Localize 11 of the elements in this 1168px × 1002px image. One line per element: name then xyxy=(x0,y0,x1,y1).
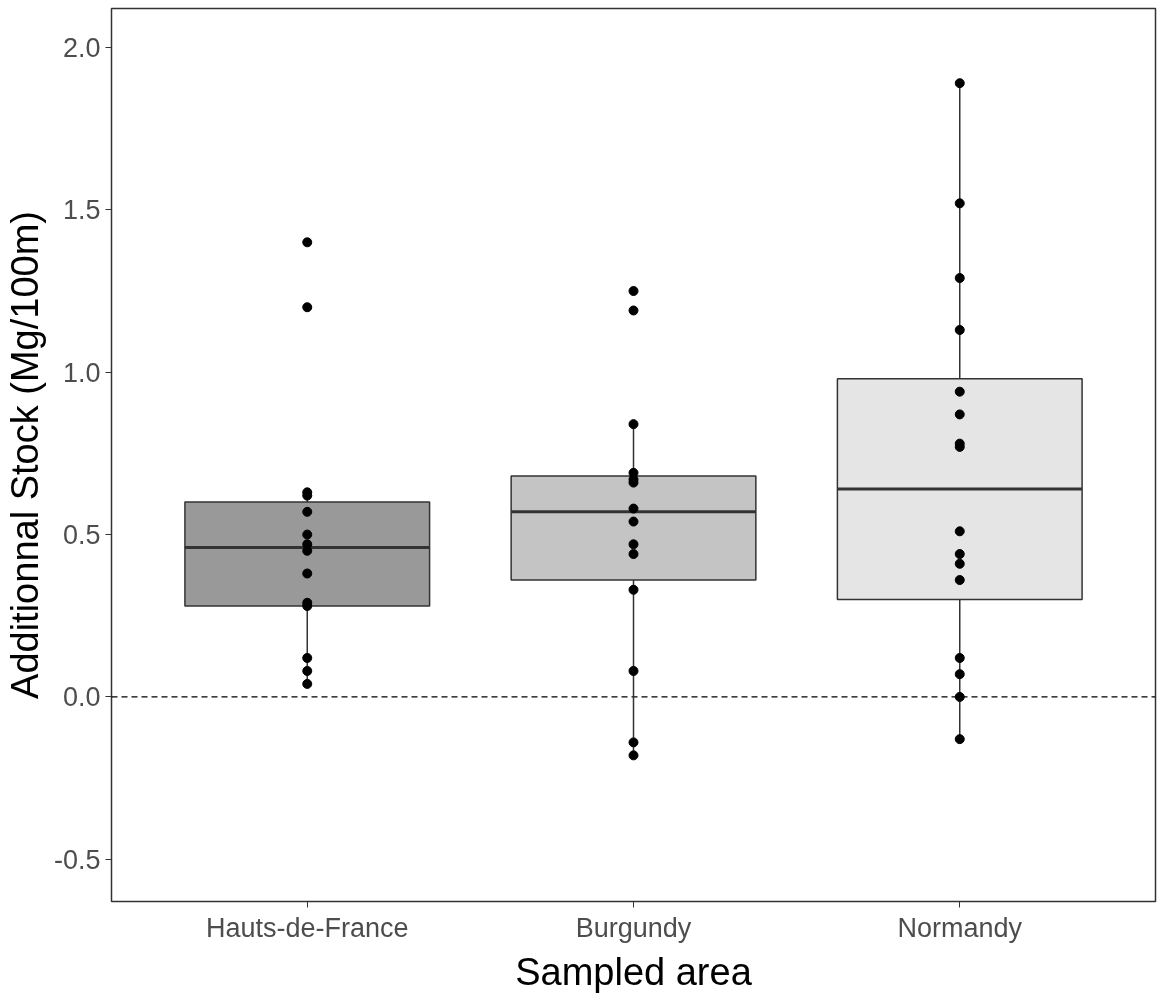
y-tick-label: 2.0 xyxy=(62,32,101,63)
x-tick-label: Burgundy xyxy=(575,912,692,943)
x-axis-title: Sampled area xyxy=(515,950,753,993)
x-tick-label: Normandy xyxy=(897,912,1023,943)
y-tick-label: 1.0 xyxy=(62,357,101,388)
y-tick-label: 1.5 xyxy=(62,195,101,226)
y-axis-title: Additionnal Stock (Mg/100m) xyxy=(3,211,46,699)
y-tick-label: 0.5 xyxy=(62,520,101,551)
x-tick-label: Hauts-de-France xyxy=(205,912,409,943)
y-tick-label: 0.0 xyxy=(62,682,101,713)
y-tick-label: -0.5 xyxy=(53,844,101,875)
